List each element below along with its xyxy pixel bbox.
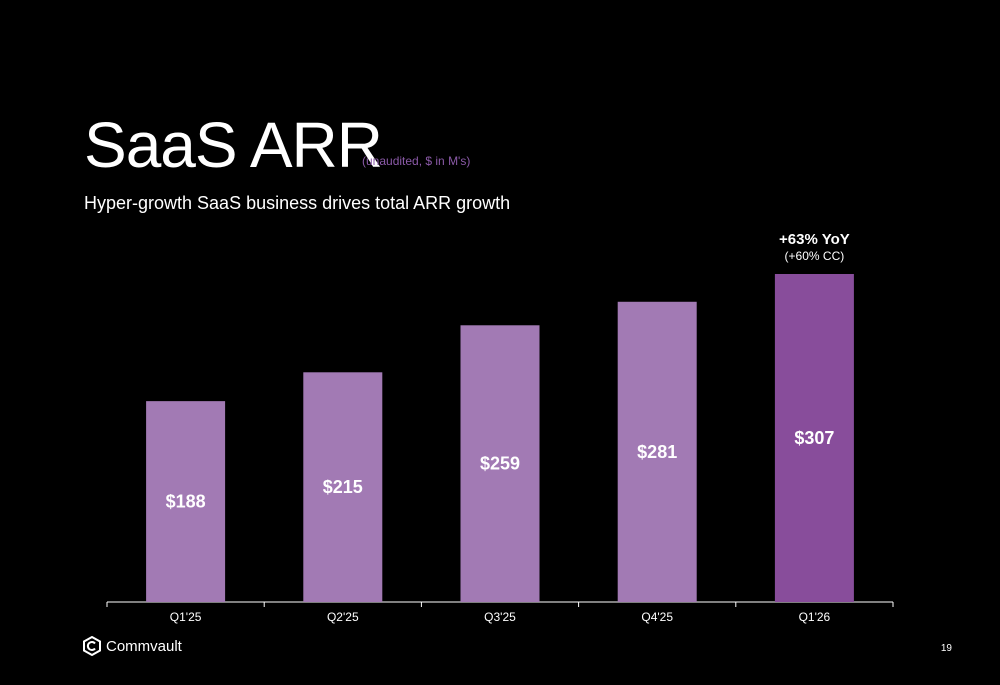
bar-value-label: $188 (166, 492, 206, 512)
title-row: SaaS ARR (84, 109, 383, 181)
commvault-icon (83, 636, 101, 656)
x-tick-label: Q2'25 (327, 610, 359, 624)
bar-value-label: $281 (637, 442, 677, 462)
page-title: SaaS ARR (84, 109, 383, 181)
x-tick-label: Q4'25 (641, 610, 673, 624)
bar-3 (460, 325, 540, 602)
page-number: 19 (940, 643, 952, 654)
growth-annotation-cc: (+60% CC) (785, 249, 845, 263)
bar-5 (774, 274, 854, 602)
bar-value-label: $215 (323, 477, 363, 497)
brand-name: Commvault (106, 637, 182, 655)
bar-value-label: $307 (794, 428, 834, 448)
page-subtitle: Hyper-growth SaaS business drives total … (84, 193, 511, 213)
title-note: (unaudited, $ in M's) (362, 154, 471, 168)
x-tick-label: Q1'25 (170, 610, 202, 624)
growth-annotation: +63% YoY (779, 231, 850, 248)
bar-4 (617, 301, 697, 602)
bar-2 (303, 372, 383, 602)
brand-logo: Commvault (82, 636, 182, 656)
bar-1 (146, 401, 226, 602)
x-tick-label: Q1'26 (799, 610, 831, 624)
bar-value-label: $259 (480, 454, 520, 474)
x-tick-label: Q3'25 (484, 610, 516, 624)
